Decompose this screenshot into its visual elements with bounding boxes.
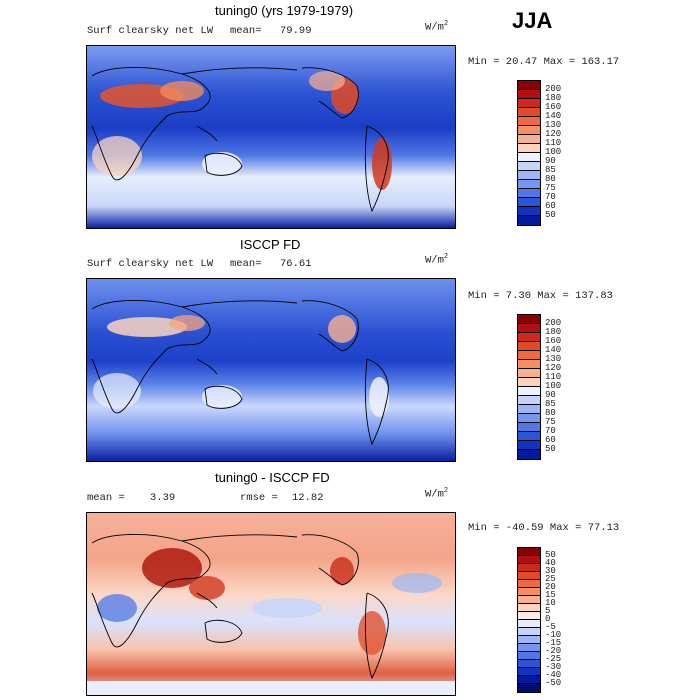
panel2-mean-label: mean= xyxy=(230,258,262,270)
panel1-map xyxy=(86,45,456,229)
colorbar-tick-label: 100 xyxy=(545,147,562,157)
colorbar-tick-label: 120 xyxy=(545,129,562,139)
panel3-mean-label: mean = xyxy=(87,492,125,504)
panel3-colorbar xyxy=(517,547,541,693)
colorbar-tick-label: 0 xyxy=(545,614,551,624)
panel3-units: W/m2 xyxy=(425,487,449,501)
colorbar-tick-label: 80 xyxy=(545,408,556,418)
panel1-map-plot xyxy=(87,46,455,228)
colorbar-tick-label: 140 xyxy=(545,345,562,355)
panel3-rmse-label: rmse = xyxy=(240,492,278,504)
panel2-units: W/m2 xyxy=(425,253,449,267)
colorbar-tick-label: -15 xyxy=(545,638,562,648)
panel2-minmax: Min = 7.30 Max = 137.83 xyxy=(468,290,613,302)
colorbar-tick-label: 110 xyxy=(545,138,562,148)
panel2-field-label: Surf clearsky net LW xyxy=(87,258,214,270)
colorbar-tick-label: 30 xyxy=(545,566,556,576)
panel1-title: tuning0 (yrs 1979-1979) xyxy=(215,3,354,18)
colorbar-tick-label: 100 xyxy=(545,381,562,391)
panel2-map-plot xyxy=(87,279,455,461)
colorbar-tick-label: 70 xyxy=(545,426,556,436)
colorbar-tick-label: -25 xyxy=(545,654,562,664)
colorbar-tick-label: -5 xyxy=(545,622,556,632)
panel2-map xyxy=(86,278,456,462)
colorbar-tick-label: 120 xyxy=(545,363,562,373)
panel1-minmax: Min = 20.47 Max = 163.17 xyxy=(468,56,620,68)
colorbar-tick-label: 70 xyxy=(545,192,556,202)
colorbar-tick-label: 15 xyxy=(545,590,556,600)
colorbar-tick-label: 75 xyxy=(545,417,556,427)
colorbar-tick-label: 25 xyxy=(545,574,556,584)
colorbar-tick-label: 110 xyxy=(545,372,562,382)
colorbar-tick-label: -30 xyxy=(545,662,562,672)
colorbar-tick-label: 5 xyxy=(545,606,551,616)
colorbar-tick-label: 75 xyxy=(545,183,556,193)
colorbar-tick-label: 160 xyxy=(545,336,562,346)
colorbar-tick-label: 90 xyxy=(545,156,556,166)
colorbar-tick-label: 20 xyxy=(545,582,556,592)
colorbar-tick-label: 90 xyxy=(545,390,556,400)
panel3-mean-value: 3.39 xyxy=(150,492,176,504)
colorbar-tick-label: 85 xyxy=(545,399,556,409)
colorbar-tick-label: -20 xyxy=(545,646,562,656)
colorbar-tick-label: 85 xyxy=(545,165,556,175)
colorbar-tick-label: 80 xyxy=(545,174,556,184)
colorbar-tick-label: 180 xyxy=(545,327,562,337)
colorbar-tick-label: -50 xyxy=(545,678,562,688)
colorbar-tick-label: 200 xyxy=(545,84,562,94)
panel2-colorbar xyxy=(517,314,541,460)
colorbar-tick-label: 40 xyxy=(545,558,556,568)
colorbar-tick-label: 180 xyxy=(545,93,562,103)
panel3-minmax: Min = -40.59 Max = 77.13 xyxy=(468,522,620,534)
panel1-units: W/m2 xyxy=(425,20,449,34)
colorbar-tick-label: 130 xyxy=(545,120,562,130)
panel3-title: tuning0 - ISCCP FD xyxy=(215,470,330,485)
panel1-field-label: Surf clearsky net LW xyxy=(87,25,214,37)
panel1-mean-label: mean= xyxy=(230,25,262,37)
panel3-rmse-value: 12.82 xyxy=(292,492,324,504)
colorbar-tick-label: 160 xyxy=(545,102,562,112)
panel2-title: ISCCP FD xyxy=(240,237,301,252)
panel3-map-plot xyxy=(87,513,455,695)
season-label: JJA xyxy=(512,8,553,33)
colorbar-tick-label: 10 xyxy=(545,598,556,608)
colorbar-tick-label: 140 xyxy=(545,111,562,121)
panel2-mean-value: 76.61 xyxy=(280,258,312,270)
colorbar-tick-label: 50 xyxy=(545,550,556,560)
panel1-mean-value: 79.99 xyxy=(280,25,312,37)
colorbar-tick-label: 50 xyxy=(545,210,556,220)
colorbar-tick-label: 60 xyxy=(545,201,556,211)
colorbar-tick-label: 130 xyxy=(545,354,562,364)
panel1-colorbar xyxy=(517,80,541,226)
panel3-map xyxy=(86,512,456,696)
colorbar-tick-label: -10 xyxy=(545,630,562,640)
colorbar-tick-label: 200 xyxy=(545,318,562,328)
colorbar-tick-label: 60 xyxy=(545,435,556,445)
colorbar-tick-label: -40 xyxy=(545,670,562,680)
colorbar-tick-label: 50 xyxy=(545,444,556,454)
